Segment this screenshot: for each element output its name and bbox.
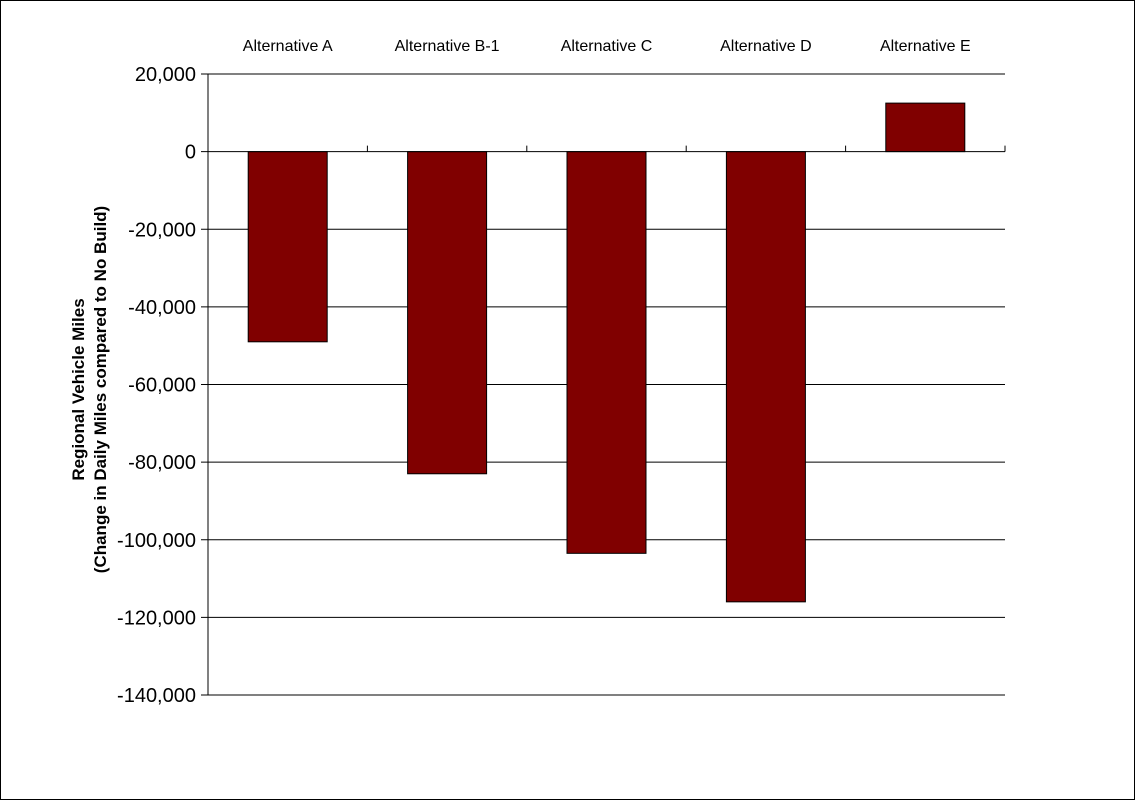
y-tick-label: -20,000: [128, 219, 196, 241]
category-labels: Alternative A Alternative B-1 Alternative …: [243, 38, 971, 55]
y-tick-label: -60,000: [128, 375, 196, 397]
category-label: Alternative D: [720, 38, 812, 55]
y-tick-label: 0: [185, 142, 196, 164]
y-axis-title-line: Regional Vehicle Miles: [69, 298, 88, 480]
category-label: Alternative B-1: [395, 38, 500, 55]
y-tick-label: -140,000: [117, 685, 196, 707]
bar: [885, 102, 966, 153]
y-axis-title: Regional Vehicle Miles (Change in Daily M…: [69, 206, 110, 573]
bar: [566, 151, 647, 554]
y-tick-labels: 20,000 0 -20,000 -40,000 -60,000 -80,000 -100,…: [117, 64, 196, 707]
y-axis-title-line: (Change in Daily Miles compared to No Bu…: [91, 206, 110, 573]
category-label: Alternative C: [561, 38, 653, 55]
y-tick-label: -120,000: [117, 607, 196, 629]
bars: [247, 102, 966, 603]
y-tick-label: 20,000: [135, 64, 196, 86]
y-tick-label: -80,000: [128, 452, 196, 474]
bar: [407, 151, 488, 475]
bar: [247, 151, 328, 343]
bar: [725, 151, 806, 603]
y-tick-label: -100,000: [117, 530, 196, 552]
y-tick-label: -40,000: [128, 297, 196, 319]
category-label: Alternative E: [880, 38, 971, 55]
category-label: Alternative A: [243, 38, 333, 55]
axes: [201, 73, 1006, 696]
